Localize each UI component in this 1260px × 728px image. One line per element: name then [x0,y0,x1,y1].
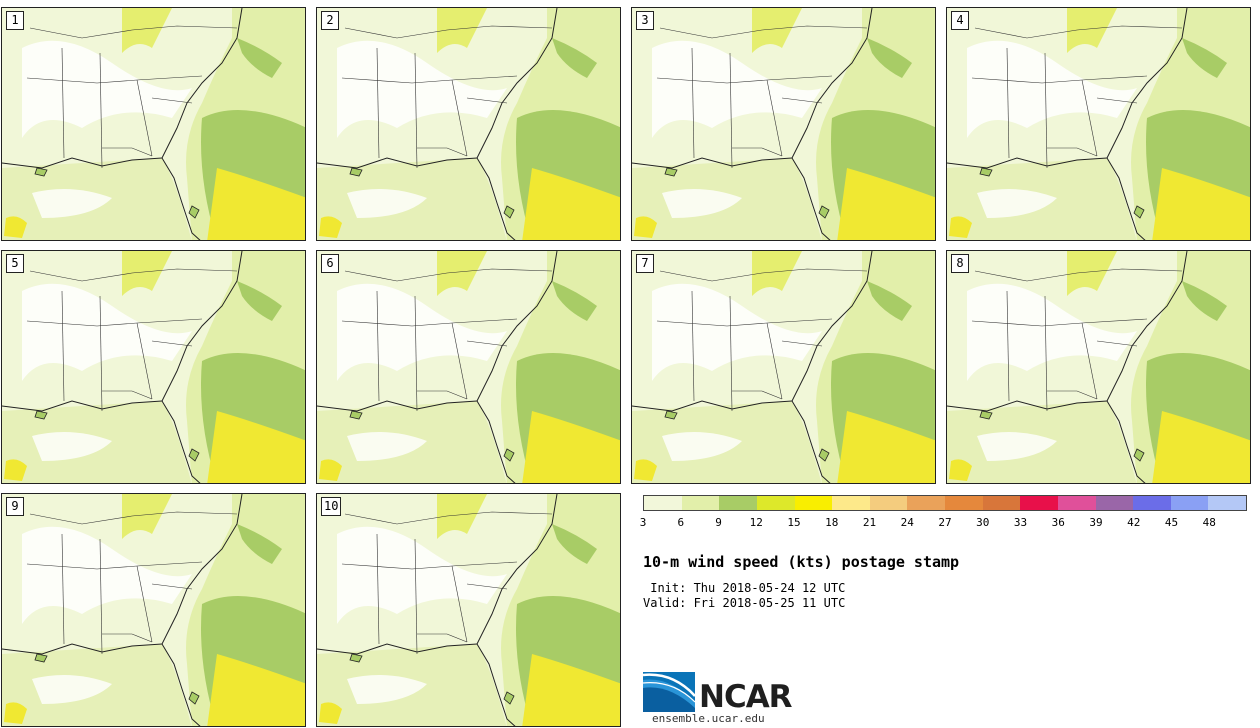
colorbar-tick-label: 3 [639,516,647,529]
ensemble-member-map: 3 [631,7,936,241]
colorbar-segment [832,496,870,510]
colorbar-segment [1208,496,1246,510]
colorbar-tick-label: 33 [1013,516,1028,529]
colorbar-tick-label: 9 [715,516,722,529]
colorbar-tick-label: 15 [787,516,801,529]
member-number-label: 4 [951,11,969,30]
ensemble-member-map: 5 [1,250,306,484]
member-number-label: 7 [636,254,654,273]
colorbar-segment [1170,496,1209,510]
wind-speed-map [947,8,1250,240]
member-number-label: 8 [951,254,969,273]
wind-speed-map [317,8,620,240]
wind-speed-map [632,251,935,483]
colorbar-segment [907,496,945,510]
chart-title: 10-m wind speed (kts) postage stamp [643,553,960,571]
colorbar-segment [756,496,795,510]
ensemble-member-map: 2 [316,7,621,241]
colorbar-tick-label: 39 [1089,516,1103,529]
colorbar-segment [681,496,720,510]
colorbar-tick-label: 18 [825,516,839,529]
site-url: ensemble.ucar.edu [652,712,765,725]
colorbar-segment [1095,496,1134,510]
colorbar-segment [945,496,983,510]
ncar-logo-icon [643,672,695,712]
colorbar-tick-label: 42 [1127,516,1141,529]
colorbar-segment [869,496,908,510]
wind-speed-map [2,251,305,483]
wind-speed-map [2,8,305,240]
wind-speed-map [947,251,1250,483]
colorbar-segment [719,496,757,510]
colorbar-tick-label: 12 [749,516,763,529]
wind-speed-map [317,251,620,483]
colorbar-segment [1057,496,1096,510]
colorbar-tick-label: 30 [976,516,990,529]
init-time: Init: Thu 2018-05-24 12 UTC [643,581,846,595]
colorbar-segment [644,496,682,510]
logo-text: NCAR [699,679,793,715]
colorbar-tick-label: 45 [1164,516,1179,529]
colorbar-segment [982,496,1021,510]
member-number-label: 5 [6,254,24,273]
ensemble-member-map: 9 [1,493,306,727]
member-number-label: 6 [321,254,339,273]
wind-speed-map [2,494,305,726]
ensemble-member-map: 4 [946,7,1251,241]
ensemble-member-map: 7 [631,250,936,484]
ensemble-member-map: 6 [316,250,621,484]
colorbar [643,495,1247,511]
colorbar-segment [794,496,833,510]
colorbar-segment [1133,496,1171,510]
colorbar-segment [1020,496,1058,510]
member-number-label: 3 [636,11,654,30]
wind-speed-map [632,8,935,240]
ensemble-member-map: 8 [946,250,1251,484]
member-number-label: 1 [6,11,24,30]
colorbar-tick-label: 6 [677,516,685,529]
colorbar-tick-label: 48 [1202,516,1216,529]
colorbar-tick-label: 21 [862,516,877,529]
colorbar-ticks: 3 6 9 12 15 18 21 24 27 30 33 36 39 42 45 48 [639,516,1247,530]
ensemble-member-map: 1 [1,7,306,241]
wind-speed-map [317,494,620,726]
member-number-label: 9 [6,497,24,516]
ensemble-member-map: 10 [316,493,621,727]
colorbar-tick-label: 27 [938,516,952,529]
member-number-label: 10 [321,497,342,516]
colorbar-tick-label: 24 [900,516,914,529]
colorbar-tick-label: 36 [1051,516,1065,529]
member-number-label: 2 [321,11,339,30]
valid-time: Valid: Fri 2018-05-25 11 UTC [643,596,846,610]
